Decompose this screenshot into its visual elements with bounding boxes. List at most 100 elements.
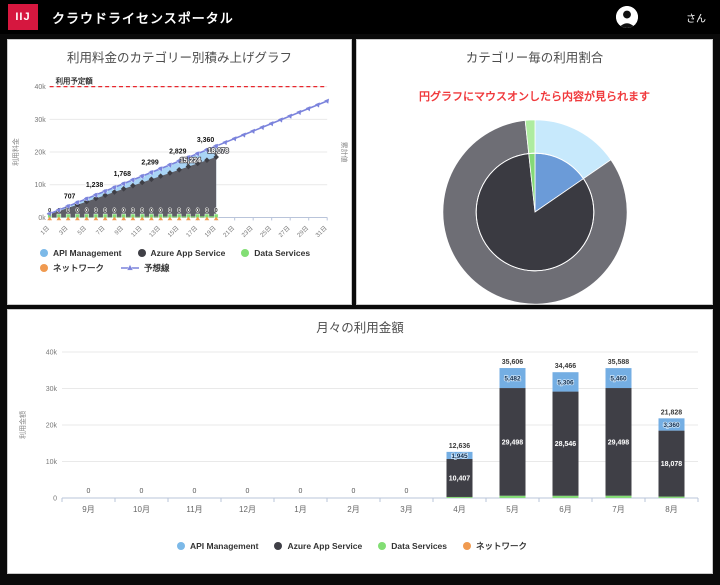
svg-text:10,407: 10,407 (449, 475, 471, 482)
top-row: 利用料金のカテゴリー別積み上げグラフ 0k 10k 20k 30k 40k 1日 3日 5日 7… (7, 39, 713, 305)
legend-label: 予想線 (144, 263, 170, 273)
svg-text:0: 0 (48, 208, 51, 214)
svg-text:0: 0 (178, 208, 181, 214)
svg-text:29,498: 29,498 (502, 439, 524, 446)
legend-label: Azure App Service (150, 248, 226, 258)
donut-chart[interactable] (437, 114, 633, 305)
area-chart-legend: API Management Azure App Service Data Serv… (10, 248, 349, 274)
iij-logo[interactable]: IIJ (8, 4, 38, 30)
legend-label: ネットワーク (476, 541, 528, 551)
svg-text:0: 0 (122, 208, 125, 214)
svg-text:11月: 11月 (186, 505, 202, 514)
svg-text:2月: 2月 (347, 505, 359, 514)
svg-text:4月: 4月 (453, 505, 465, 514)
svg-text:0: 0 (352, 488, 356, 495)
svg-text:15,224: 15,224 (180, 158, 201, 165)
stacked-area-chart[interactable]: 0k 10k 20k 30k 40k 1日 3日 5日 7日 9日 11日 13日 15日 17日 19日 2… (10, 68, 349, 246)
svg-text:0k: 0k (38, 215, 46, 222)
svg-text:0: 0 (131, 208, 134, 214)
user-name-suffix: さん (686, 13, 706, 25)
svg-text:5,482: 5,482 (504, 376, 521, 383)
svg-text:1日: 1日 (39, 225, 51, 237)
svg-text:25日: 25日 (259, 225, 273, 239)
svg-text:15日: 15日 (166, 225, 180, 239)
area-chart-title: 利用料金のカテゴリー別積み上げグラフ (66, 51, 292, 65)
svg-text:27日: 27日 (277, 225, 291, 239)
legend-item-azure-app-service[interactable]: Azure App Service (137, 248, 226, 258)
svg-text:18,078: 18,078 (208, 148, 229, 155)
svg-text:11日: 11日 (130, 225, 144, 239)
bar-chart-title: 月々の利用金額 (316, 321, 404, 335)
svg-text:9月: 9月 (82, 505, 94, 514)
svg-text:0: 0 (76, 208, 79, 214)
svg-text:0: 0 (205, 208, 208, 214)
legend-dot-icon (241, 249, 250, 257)
svg-text:0: 0 (87, 488, 91, 495)
legend-item-ネットワーク[interactable]: ネットワーク (463, 540, 527, 552)
donut-hover-note: 円グラフにマウスオンしたら内容が見られます (419, 91, 650, 103)
svg-text:0: 0 (67, 208, 70, 214)
svg-text:17日: 17日 (185, 225, 199, 239)
legend-item-data-services[interactable]: Data Services (378, 541, 447, 551)
svg-text:10k: 10k (46, 459, 58, 466)
donut-wrap (359, 114, 710, 305)
svg-text:0: 0 (159, 208, 162, 214)
header: IIJ クラウドライセンスポータル さん (0, 0, 720, 34)
svg-text:0: 0 (246, 488, 250, 495)
svg-text:0: 0 (53, 496, 57, 503)
svg-text:3日: 3日 (58, 225, 70, 237)
svg-text:0: 0 (94, 208, 97, 214)
svg-text:18,078: 18,078 (661, 461, 683, 468)
svg-text:利用予定額: 利用予定額 (56, 76, 94, 86)
svg-text:0: 0 (85, 208, 88, 214)
legend-item-api-management[interactable]: API Management (40, 248, 122, 258)
legend-item-ネットワーク[interactable]: ネットワーク (40, 262, 104, 274)
svg-text:34,466: 34,466 (555, 363, 577, 370)
bar-chart-legend: API Management Azure App Service Data Serv… (10, 540, 710, 552)
legend-item-予想線[interactable]: 予想線 (120, 262, 170, 274)
svg-text:31日: 31日 (314, 225, 328, 239)
panel-monthly-bar-chart: 月々の利用金額 0 10k 20k 30k 40k 利用金額 9月 10月 11月 12月 1月 2月… (7, 309, 713, 574)
legend-dot-icon (137, 249, 146, 257)
svg-text:21日: 21日 (222, 225, 236, 239)
legend-label: API Management (53, 248, 122, 258)
svg-text:5日: 5日 (76, 225, 88, 237)
svg-text:0: 0 (187, 208, 190, 214)
svg-text:12月: 12月 (239, 505, 256, 514)
app-title: クラウドライセンスポータル (52, 10, 234, 26)
legend-dot-icon (176, 542, 185, 550)
legend-item-data-services[interactable]: Data Services (241, 248, 310, 258)
svg-text:707: 707 (64, 193, 76, 200)
forecast-line-marker-icon (121, 264, 140, 271)
svg-text:23日: 23日 (240, 225, 254, 239)
svg-text:0: 0 (168, 208, 171, 214)
svg-text:3,360: 3,360 (197, 137, 214, 144)
svg-text:7月: 7月 (612, 505, 624, 514)
legend-item-azure-app-service[interactable]: Azure App Service (274, 541, 362, 551)
monthly-bar-chart[interactable]: 0 10k 20k 30k 40k 利用金額 9月 10月 11月 12月 1月 2月 3月 4月 5月 6月… (10, 338, 708, 538)
legend-dot-icon (274, 542, 283, 550)
svg-text:3,360: 3,360 (663, 422, 680, 429)
svg-text:13日: 13日 (148, 225, 162, 239)
svg-text:2,299: 2,299 (141, 160, 158, 167)
svg-text:0: 0 (299, 488, 303, 495)
svg-text:20k: 20k (46, 423, 58, 430)
svg-text:5,306: 5,306 (557, 379, 574, 386)
legend-item-api-management[interactable]: API Management (176, 541, 259, 551)
svg-text:10k: 10k (35, 182, 47, 189)
legend-dot-icon (463, 542, 472, 550)
legend-dot-icon (40, 264, 48, 272)
legend-label: API Management (189, 541, 259, 551)
legend-label: Data Services (254, 248, 311, 258)
legend-label: Azure App Service (287, 541, 363, 551)
svg-text:9日: 9日 (113, 225, 125, 237)
legend-label: ネットワーク (53, 263, 105, 273)
svg-text:0: 0 (150, 208, 153, 214)
panel-stacked-area-chart: 利用料金のカテゴリー別積み上げグラフ 0k 10k 20k 30k 40k 1日 3日 5日 7… (7, 39, 352, 305)
svg-text:1月: 1月 (294, 505, 306, 514)
svg-text:0: 0 (113, 208, 116, 214)
svg-text:5月: 5月 (506, 505, 518, 514)
user-avatar-icon[interactable] (616, 6, 638, 28)
dashboard: 利用料金のカテゴリー別積み上げグラフ 0k 10k 20k 30k 40k 1日 3日 5日 7… (0, 34, 720, 579)
svg-text:0: 0 (141, 208, 144, 214)
